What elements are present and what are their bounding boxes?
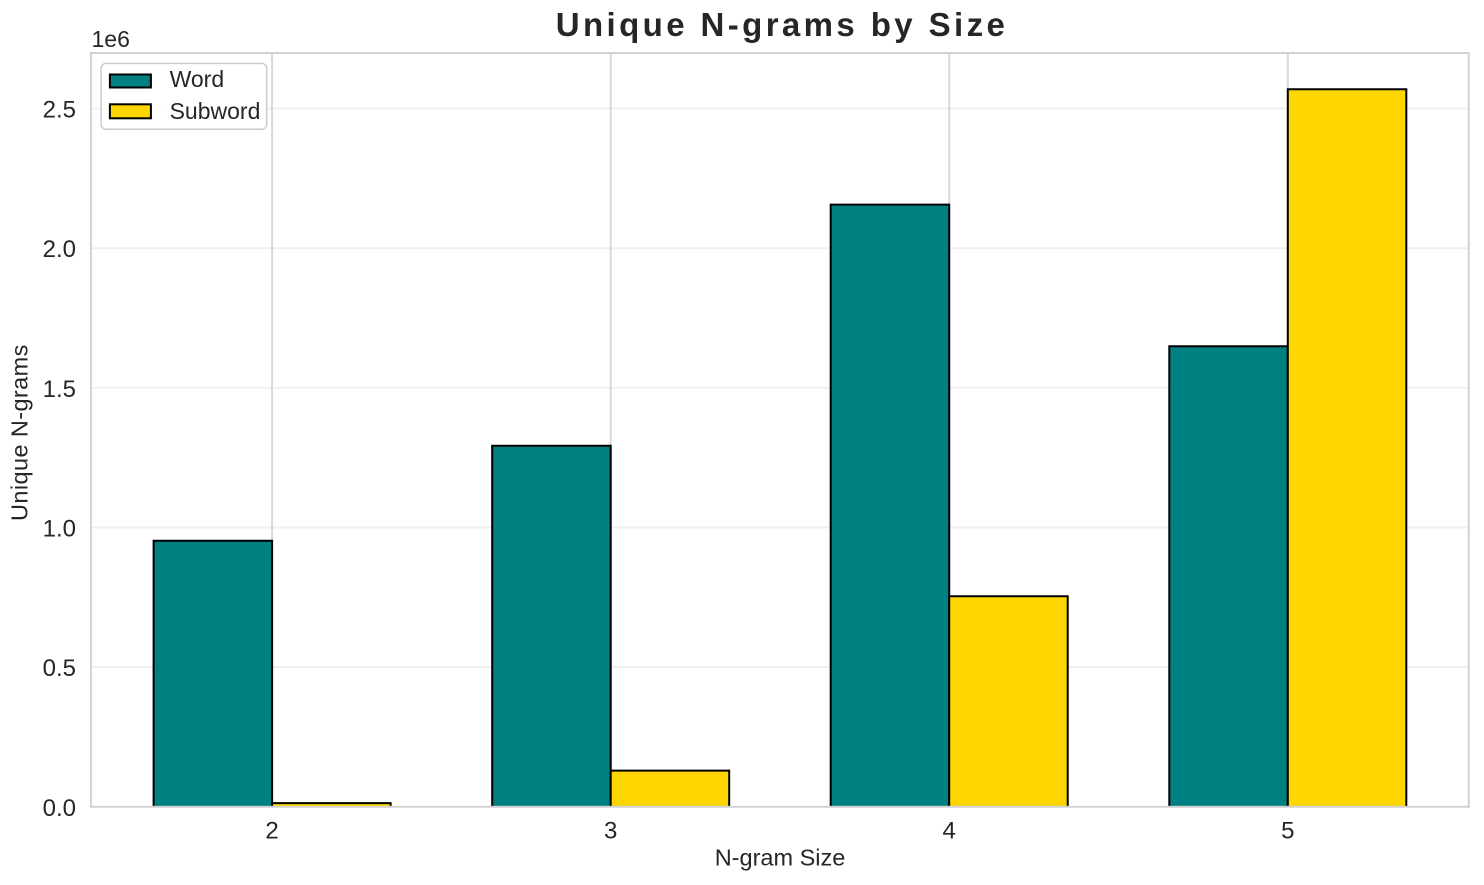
svg-text:2.5: 2.5 <box>43 97 76 124</box>
svg-text:1.5: 1.5 <box>43 376 76 403</box>
svg-text:0.0: 0.0 <box>43 795 76 822</box>
svg-text:0.5: 0.5 <box>43 655 76 682</box>
svg-text:N-gram Size: N-gram Size <box>715 844 846 870</box>
svg-text:4: 4 <box>943 817 956 844</box>
svg-text:3: 3 <box>604 817 617 844</box>
svg-text:1e6: 1e6 <box>92 26 130 52</box>
svg-text:Subword: Subword <box>170 98 261 124</box>
svg-text:Word: Word <box>170 66 225 92</box>
svg-text:2.0: 2.0 <box>43 236 76 263</box>
svg-text:Unique N-grams by Size: Unique N-grams by Size <box>556 6 1009 43</box>
svg-text:5: 5 <box>1281 817 1294 844</box>
svg-text:2: 2 <box>265 817 278 844</box>
svg-text:Unique N-grams: Unique N-grams <box>7 344 33 521</box>
svg-text:1.0: 1.0 <box>43 516 76 543</box>
